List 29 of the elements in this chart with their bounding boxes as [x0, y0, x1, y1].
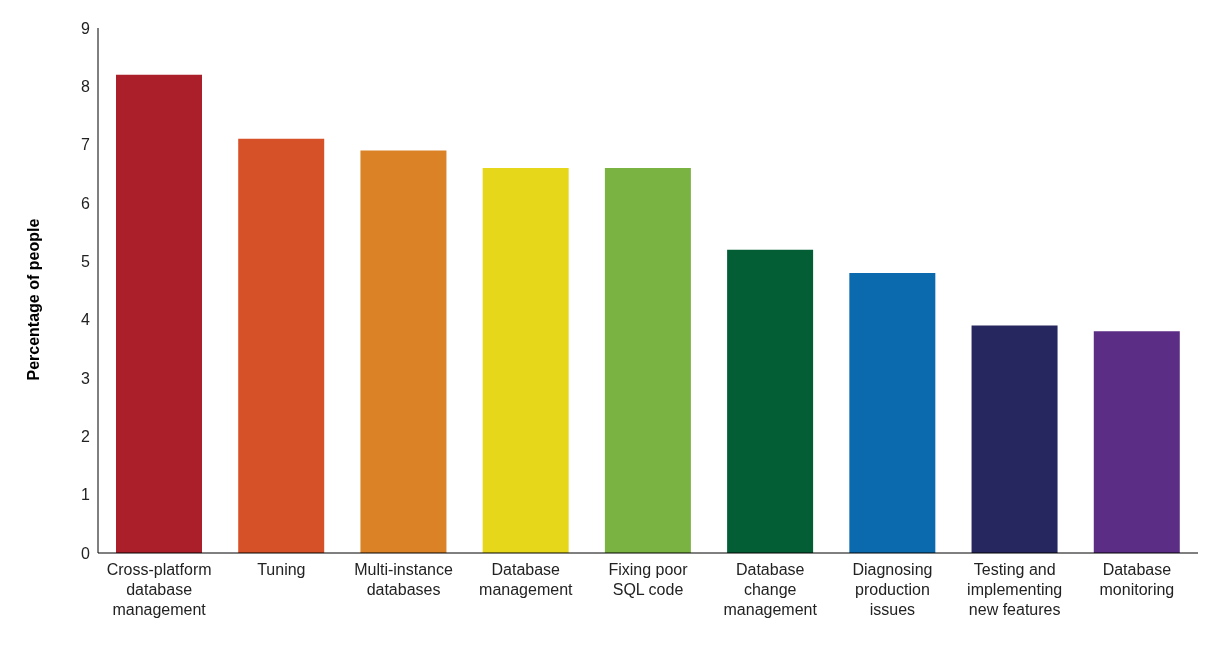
bar [849, 273, 936, 553]
x-tick-label: Database management [479, 561, 574, 598]
x-tick-label: Testing and implementing new features [967, 561, 1063, 618]
y-tick-label: 5 [81, 253, 91, 271]
x-tick-label: Database change management [723, 561, 818, 618]
x-tick-label: Tuning [257, 561, 306, 578]
y-tick-label: 9 [81, 19, 91, 37]
x-tick-label: Fixing poor SQL code [608, 561, 689, 598]
bar [482, 168, 569, 553]
bar [238, 138, 325, 553]
y-tick-label: 3 [81, 369, 91, 387]
x-tick-label: Multi-instance databases [354, 561, 454, 598]
y-tick-label: 7 [81, 136, 91, 154]
y-axis-title: Percentage of people [24, 218, 42, 381]
y-tick-label: 8 [81, 78, 91, 96]
bar [604, 168, 691, 553]
bar [360, 150, 447, 553]
bar [971, 325, 1058, 553]
y-tick-label: 0 [81, 544, 91, 562]
y-tick-label: 6 [81, 194, 91, 212]
y-tick-label: 1 [81, 486, 91, 504]
bar [1093, 331, 1180, 553]
y-tick-label: 2 [81, 428, 91, 446]
y-tick-label: 4 [81, 311, 91, 329]
x-tick-label: Database monitoring [1099, 561, 1175, 598]
bar [116, 74, 202, 553]
x-tick-label: Cross-platform database management [106, 561, 212, 618]
x-tick-label: Diagnosing production issues [852, 561, 933, 618]
bar [727, 249, 814, 553]
